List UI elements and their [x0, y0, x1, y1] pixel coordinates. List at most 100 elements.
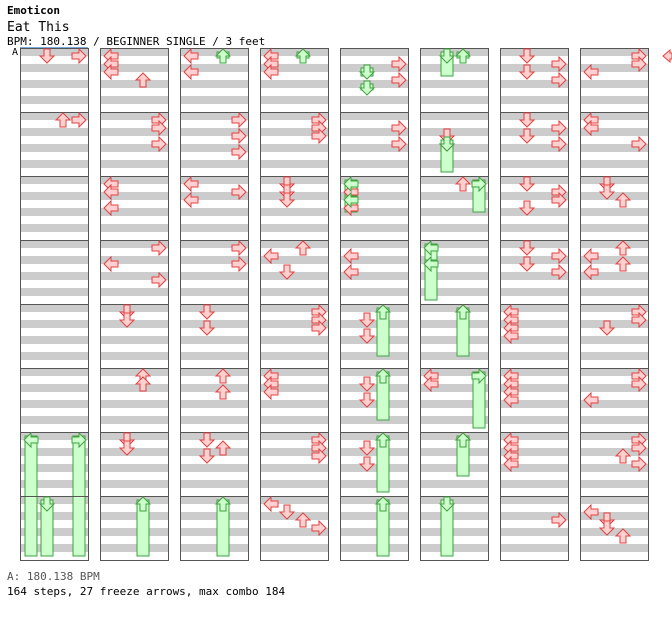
left-arrow-icon	[263, 247, 279, 265]
right-arrow-icon	[551, 71, 567, 89]
measure-box	[260, 496, 329, 561]
beat-stripe	[100, 288, 168, 296]
left-arrow-icon	[103, 255, 119, 273]
down-arrow-icon	[278, 192, 296, 208]
beat-stripe	[260, 496, 328, 504]
down-arrow-icon	[198, 448, 216, 464]
beat-stripe	[100, 256, 168, 264]
left-arrow-icon	[503, 327, 519, 345]
beat-stripe	[100, 336, 168, 344]
beat-stripe	[420, 464, 488, 472]
down-arrow-icon	[358, 440, 376, 456]
beat-stripe	[180, 288, 248, 296]
beat-stripe	[420, 240, 488, 248]
beat-stripe	[340, 384, 408, 392]
beat-stripe	[100, 416, 168, 424]
beat-stripe	[20, 352, 88, 360]
beat-stripe	[260, 128, 328, 136]
beat-stripe	[340, 224, 408, 232]
beat-stripe	[500, 304, 568, 312]
beat-stripe	[20, 496, 88, 504]
left-arrow-icon	[183, 191, 199, 209]
beat-stripe	[260, 112, 328, 120]
right-arrow-icon	[391, 55, 407, 73]
right-arrow-icon	[391, 119, 407, 137]
beat-stripe	[260, 176, 328, 184]
beat-stripe	[20, 96, 88, 104]
beat-stripe	[340, 448, 408, 456]
beat-stripe	[260, 256, 328, 264]
beat-stripe	[100, 112, 168, 120]
beat-stripe	[100, 544, 168, 552]
beat-stripe	[420, 192, 488, 200]
right-arrow-icon	[631, 135, 647, 153]
beat-stripe	[340, 64, 408, 72]
beat-stripe	[260, 304, 328, 312]
beat-stripe	[340, 176, 408, 184]
right-arrow-icon	[231, 239, 247, 257]
right-arrow-icon	[551, 191, 567, 209]
chart-body	[20, 47, 649, 561]
right-arrow-icon	[551, 55, 567, 73]
beat-stripe	[100, 496, 168, 504]
beat-stripe	[500, 192, 568, 200]
beat-stripe	[420, 160, 488, 168]
beat-stripe	[100, 224, 168, 232]
up-arrow-icon	[614, 240, 632, 256]
up-arrow-icon	[54, 112, 72, 128]
beat-stripe	[20, 128, 88, 136]
beat-stripe	[340, 320, 408, 328]
beat-stripe	[180, 176, 248, 184]
freeze-head-icon	[294, 48, 312, 64]
freeze-head-icon	[374, 496, 392, 512]
beat-stripe	[100, 368, 168, 376]
left-arrow-icon	[662, 49, 672, 63]
beat-stripe	[180, 272, 248, 280]
beat-stripe	[580, 432, 648, 440]
beat-stripe	[100, 208, 168, 216]
freeze-head-icon	[423, 239, 439, 257]
beat-stripe	[260, 320, 328, 328]
artist-title: Emoticon	[7, 4, 60, 17]
beat-stripe	[100, 128, 168, 136]
beat-stripe	[180, 336, 248, 344]
beat-stripe	[100, 80, 168, 88]
up-arrow-icon	[214, 384, 232, 400]
beat-stripe	[340, 432, 408, 440]
beat-stripe	[180, 528, 248, 536]
beat-stripe	[20, 464, 88, 472]
chart-info: BPM: 180.138 / BEGINNER SINGLE / 3 feet	[7, 35, 266, 48]
beat-stripe	[260, 528, 328, 536]
down-arrow-icon	[358, 328, 376, 344]
freeze-head-icon	[343, 191, 359, 209]
beat-stripe	[580, 400, 648, 408]
right-arrow-icon	[391, 135, 407, 153]
right-arrow-icon	[311, 319, 327, 337]
beat-stripe	[340, 352, 408, 360]
beat-stripe	[180, 512, 248, 520]
right-arrow-icon	[551, 247, 567, 265]
beat-stripe	[420, 320, 488, 328]
beat-stripe	[580, 272, 648, 280]
beat-stripe	[500, 320, 568, 328]
right-arrow-icon	[551, 119, 567, 137]
beat-stripe	[580, 512, 648, 520]
beat-stripe	[180, 224, 248, 232]
beat-stripe	[500, 432, 568, 440]
beat-stripe	[500, 48, 568, 56]
down-arrow-icon	[598, 520, 616, 536]
beat-stripe	[580, 128, 648, 136]
beat-stripe	[180, 400, 248, 408]
right-arrow-icon	[311, 127, 327, 145]
beat-stripe	[580, 160, 648, 168]
beat-stripe	[180, 368, 248, 376]
left-arrow-icon	[503, 391, 519, 409]
up-arrow-icon	[614, 256, 632, 272]
beat-stripe	[20, 160, 88, 168]
beat-stripe	[100, 160, 168, 168]
beat-stripe	[180, 80, 248, 88]
beat-stripe	[180, 192, 248, 200]
beat-stripe	[100, 192, 168, 200]
beat-stripe	[180, 496, 248, 504]
beat-stripe	[260, 240, 328, 248]
